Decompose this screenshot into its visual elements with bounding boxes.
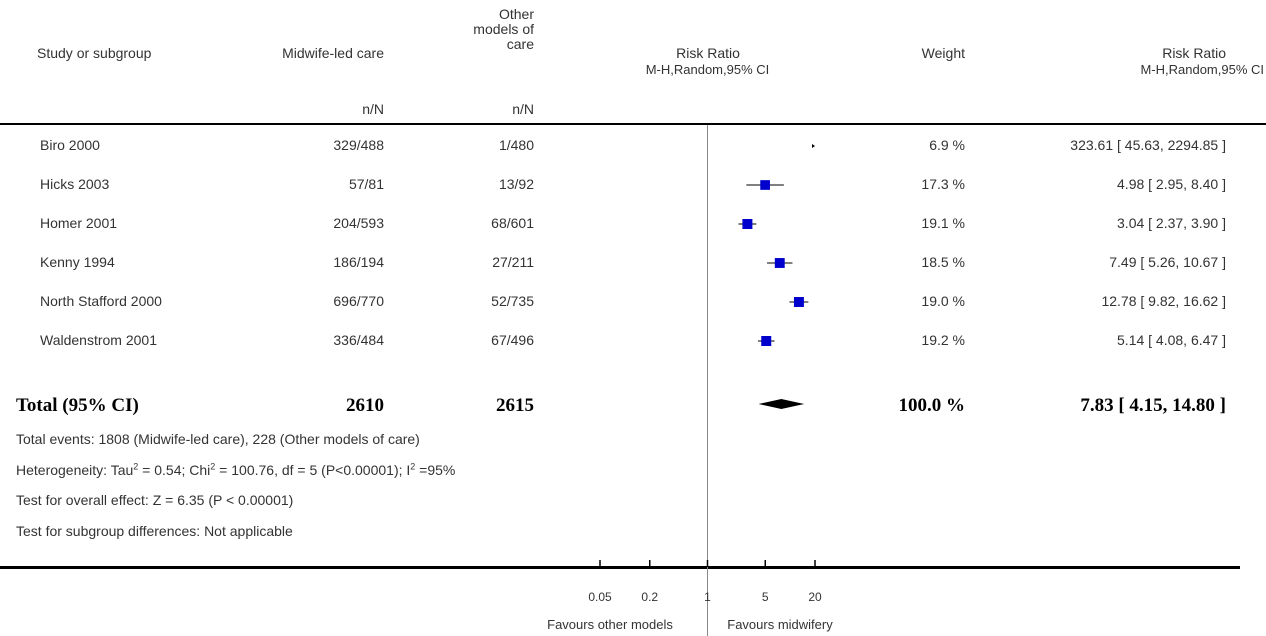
axis-tick-label: 0.2	[641, 590, 658, 604]
study-weight: 19.1 %	[921, 215, 965, 231]
note-heterogeneity: Heterogeneity: Tau2 = 0.54; Chi2 = 100.7…	[16, 461, 456, 478]
study-offscale-arrow	[812, 144, 815, 148]
study-ci: 5.14 [ 4.08, 6.47 ]	[1117, 332, 1226, 348]
total-other: 2615	[496, 395, 534, 416]
study-ci: 323.61 [ 45.63, 2294.85 ]	[1070, 137, 1226, 153]
study-name: Homer 2001	[40, 215, 118, 231]
study-ci: 3.04 [ 2.37, 3.90 ]	[1117, 215, 1226, 231]
favours-left-label: Favours other models	[547, 617, 673, 632]
total-midwife: 2610	[346, 395, 384, 416]
study-marker	[760, 180, 770, 190]
study-weight: 19.0 %	[921, 293, 965, 309]
header-risk-ratio-right: Risk Ratio	[1162, 45, 1226, 61]
header-midwife: Midwife-led care	[282, 45, 384, 61]
study-other-nN: 27/211	[492, 254, 534, 270]
study-ci: 4.98 [ 2.95, 8.40 ]	[1117, 176, 1226, 192]
study-midwife-nN: 57/81	[348, 176, 384, 192]
study-name: Biro 2000	[40, 137, 100, 153]
study-other-nN: 13/92	[498, 176, 534, 192]
study-other-nN: 1/480	[498, 137, 534, 153]
study-weight: 17.3 %	[921, 176, 965, 192]
study-weight: 6.9 %	[929, 137, 965, 153]
study-other-nN: 67/496	[491, 332, 534, 348]
favours-right-label: Favours midwifery	[727, 617, 833, 632]
study-marker	[793, 297, 804, 307]
study-midwife-nN: 696/770	[333, 293, 384, 309]
header-risk-ratio-method: M-H,Random,95% CI	[645, 62, 770, 77]
study-marker	[761, 336, 772, 346]
study-midwife-nN: 186/194	[333, 254, 384, 270]
study-other-nN: 68/601	[491, 215, 534, 231]
study-other-nN: 52/735	[491, 293, 534, 309]
study-name: Kenny 1994	[40, 254, 115, 270]
axis-tick-label: 5	[762, 590, 769, 604]
total-ci: 7.83 [ 4.15, 14.80 ]	[1080, 395, 1226, 416]
axis-tick-label: 20	[808, 590, 822, 604]
study-name: Hicks 2003	[40, 176, 110, 192]
study-ci: 12.78 [ 9.82, 16.62 ]	[1101, 293, 1226, 309]
study-weight: 19.2 %	[921, 332, 965, 348]
study-midwife-nN: 204/593	[333, 215, 384, 231]
study-name: North Stafford 2000	[40, 293, 162, 309]
total-weight: 100.0 %	[898, 395, 966, 416]
header-risk-ratio-right-method: M-H,Random,95% CI	[1140, 62, 1264, 77]
axis-tick-label: 0.05	[588, 590, 612, 604]
study-name: Waldenstrom 2001	[40, 332, 157, 348]
note-subgroup: Test for subgroup differences: Not appli…	[16, 523, 293, 539]
pooled-diamond	[758, 399, 805, 409]
header-other: Other models of care	[473, 6, 534, 52]
study-ci: 7.49 [ 5.26, 10.67 ]	[1109, 254, 1226, 270]
study-marker	[742, 219, 753, 229]
bottom-rule	[0, 566, 1240, 569]
total-label: Total (95% CI)	[16, 395, 139, 416]
header-weight: Weight	[921, 45, 965, 61]
axis-tick-label: 1	[704, 590, 711, 604]
study-weight: 18.5 %	[921, 254, 965, 270]
header-risk-ratio: Risk Ratio	[676, 45, 740, 61]
header-nN-other: n/N	[512, 101, 534, 117]
header-rule	[0, 123, 1266, 125]
header-nN-midwife: n/N	[362, 101, 384, 117]
study-midwife-nN: 329/488	[333, 137, 384, 153]
note-total-events: Total events: 1808 (Midwife-led care), 2…	[16, 431, 420, 447]
study-marker	[774, 258, 785, 268]
study-midwife-nN: 336/484	[333, 332, 384, 348]
note-overall-effect: Test for overall effect: Z = 6.35 (P < 0…	[16, 492, 294, 508]
header-study: Study or subgroup	[37, 45, 152, 61]
